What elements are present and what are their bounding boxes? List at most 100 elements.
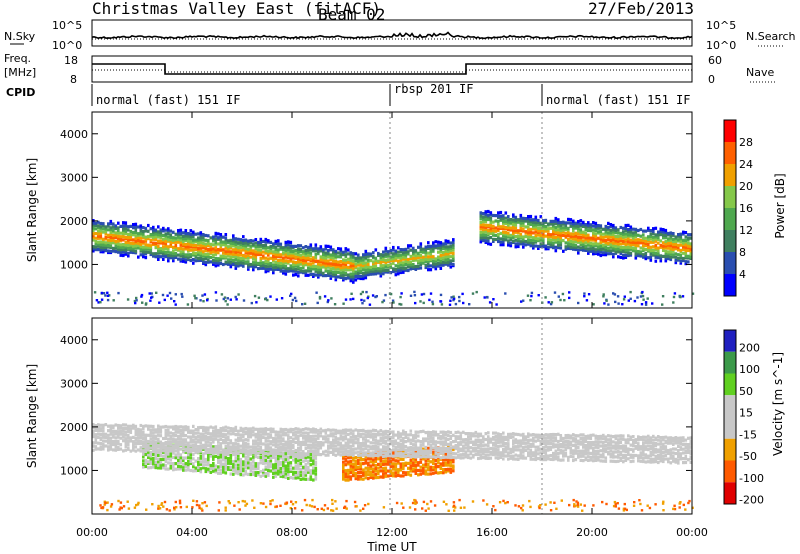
velocity-cell — [347, 432, 350, 436]
power-cell — [579, 219, 583, 223]
power-cell — [109, 249, 113, 253]
power-cell — [439, 241, 443, 245]
power-cell — [429, 254, 433, 259]
velocity-cell — [382, 451, 385, 455]
velocity-cell — [172, 444, 175, 448]
power-cell — [559, 223, 563, 227]
velocity-cell — [209, 444, 213, 449]
velocity-cell — [357, 441, 360, 445]
velocity-cell — [357, 465, 360, 469]
power-cell — [492, 231, 495, 235]
velocity-cell — [282, 433, 285, 437]
power-cell — [667, 243, 670, 247]
velocity-cell — [387, 448, 390, 452]
velocity-cell — [422, 437, 425, 441]
power-cell — [574, 226, 578, 230]
power-cell — [527, 215, 530, 219]
power-cell — [169, 251, 173, 255]
velocity-cell — [384, 435, 388, 439]
power-cell — [679, 256, 683, 260]
power-cell — [644, 244, 648, 248]
velocity-cell — [267, 452, 270, 456]
power-cell — [267, 260, 270, 264]
power-cell — [609, 228, 613, 232]
power-cell — [429, 252, 433, 256]
power-cell — [354, 258, 358, 263]
velocity-cell — [452, 447, 455, 452]
velocity-cell — [252, 466, 255, 471]
power-cell — [409, 248, 413, 252]
power-cell — [112, 238, 115, 242]
power-colorbar-segment — [724, 274, 736, 296]
velocity-cell — [457, 453, 460, 457]
velocity-cell — [412, 452, 415, 456]
velocity-cell — [182, 465, 185, 469]
velocity-cell — [157, 457, 160, 461]
velocity-cell — [144, 461, 148, 465]
power-cell — [97, 224, 100, 228]
velocity-cell — [314, 469, 318, 473]
velocity-cell — [234, 466, 238, 470]
velocity-cell — [269, 435, 273, 439]
velocity-cell — [137, 430, 140, 434]
velocity-cell — [352, 435, 355, 439]
velocity-cell — [217, 434, 220, 438]
velocity-cell — [269, 442, 273, 446]
power-cell — [649, 240, 653, 244]
velocity-cell — [477, 438, 480, 442]
power-cell — [622, 240, 625, 244]
velocity-cell — [392, 464, 395, 468]
velocity-cell — [279, 445, 283, 449]
power-cell-noise — [220, 293, 224, 296]
velocity-cell — [504, 445, 508, 449]
power-cell — [434, 244, 438, 248]
power-cell — [244, 247, 248, 251]
power-cell — [624, 242, 628, 247]
power-colorbar-tick: 24 — [739, 158, 753, 171]
velocity-cell — [312, 437, 315, 442]
velocity-cell — [147, 448, 150, 452]
power-cell — [227, 239, 230, 243]
velocity-cell — [147, 424, 150, 428]
power-cell — [534, 227, 538, 231]
velocity-cell — [312, 427, 315, 431]
velocity-cell — [287, 472, 290, 477]
velocity-cell — [369, 447, 373, 451]
power-cell — [174, 252, 178, 256]
power-cell — [347, 248, 350, 252]
power-cell — [682, 258, 685, 263]
power-cell-noise — [568, 291, 571, 294]
velocity-cell — [317, 452, 320, 457]
power-cell — [372, 260, 375, 264]
power-cell — [92, 247, 95, 251]
velocity-cell — [372, 437, 375, 441]
velocity-cell — [252, 470, 255, 474]
velocity-cell — [449, 456, 453, 460]
power-cell-noise — [290, 292, 293, 296]
velocity-cell — [194, 447, 198, 451]
power-cell-noise — [413, 290, 416, 294]
power-cell — [152, 254, 155, 258]
power-cell — [502, 237, 505, 241]
power-cell — [627, 237, 630, 241]
power-cell — [619, 247, 623, 252]
velocity-cell — [277, 460, 280, 464]
power-cell — [424, 259, 428, 264]
velocity-cell — [472, 443, 475, 447]
power-cell — [297, 262, 300, 266]
velocity-cell — [224, 450, 228, 455]
power-cell — [567, 231, 570, 235]
power-cell — [304, 253, 308, 257]
velocity-cell — [399, 468, 403, 472]
power-cell — [109, 227, 113, 232]
velocity-cell — [339, 444, 343, 448]
velocity-cell — [282, 466, 285, 470]
velocity-cell — [254, 439, 258, 443]
velocity-cell — [247, 463, 250, 467]
velocity-cell — [309, 446, 313, 450]
velocity-cell — [159, 440, 163, 444]
power-cell — [524, 243, 528, 247]
power-cell — [589, 229, 593, 233]
power-cell — [487, 229, 490, 233]
power-cell — [552, 219, 555, 223]
